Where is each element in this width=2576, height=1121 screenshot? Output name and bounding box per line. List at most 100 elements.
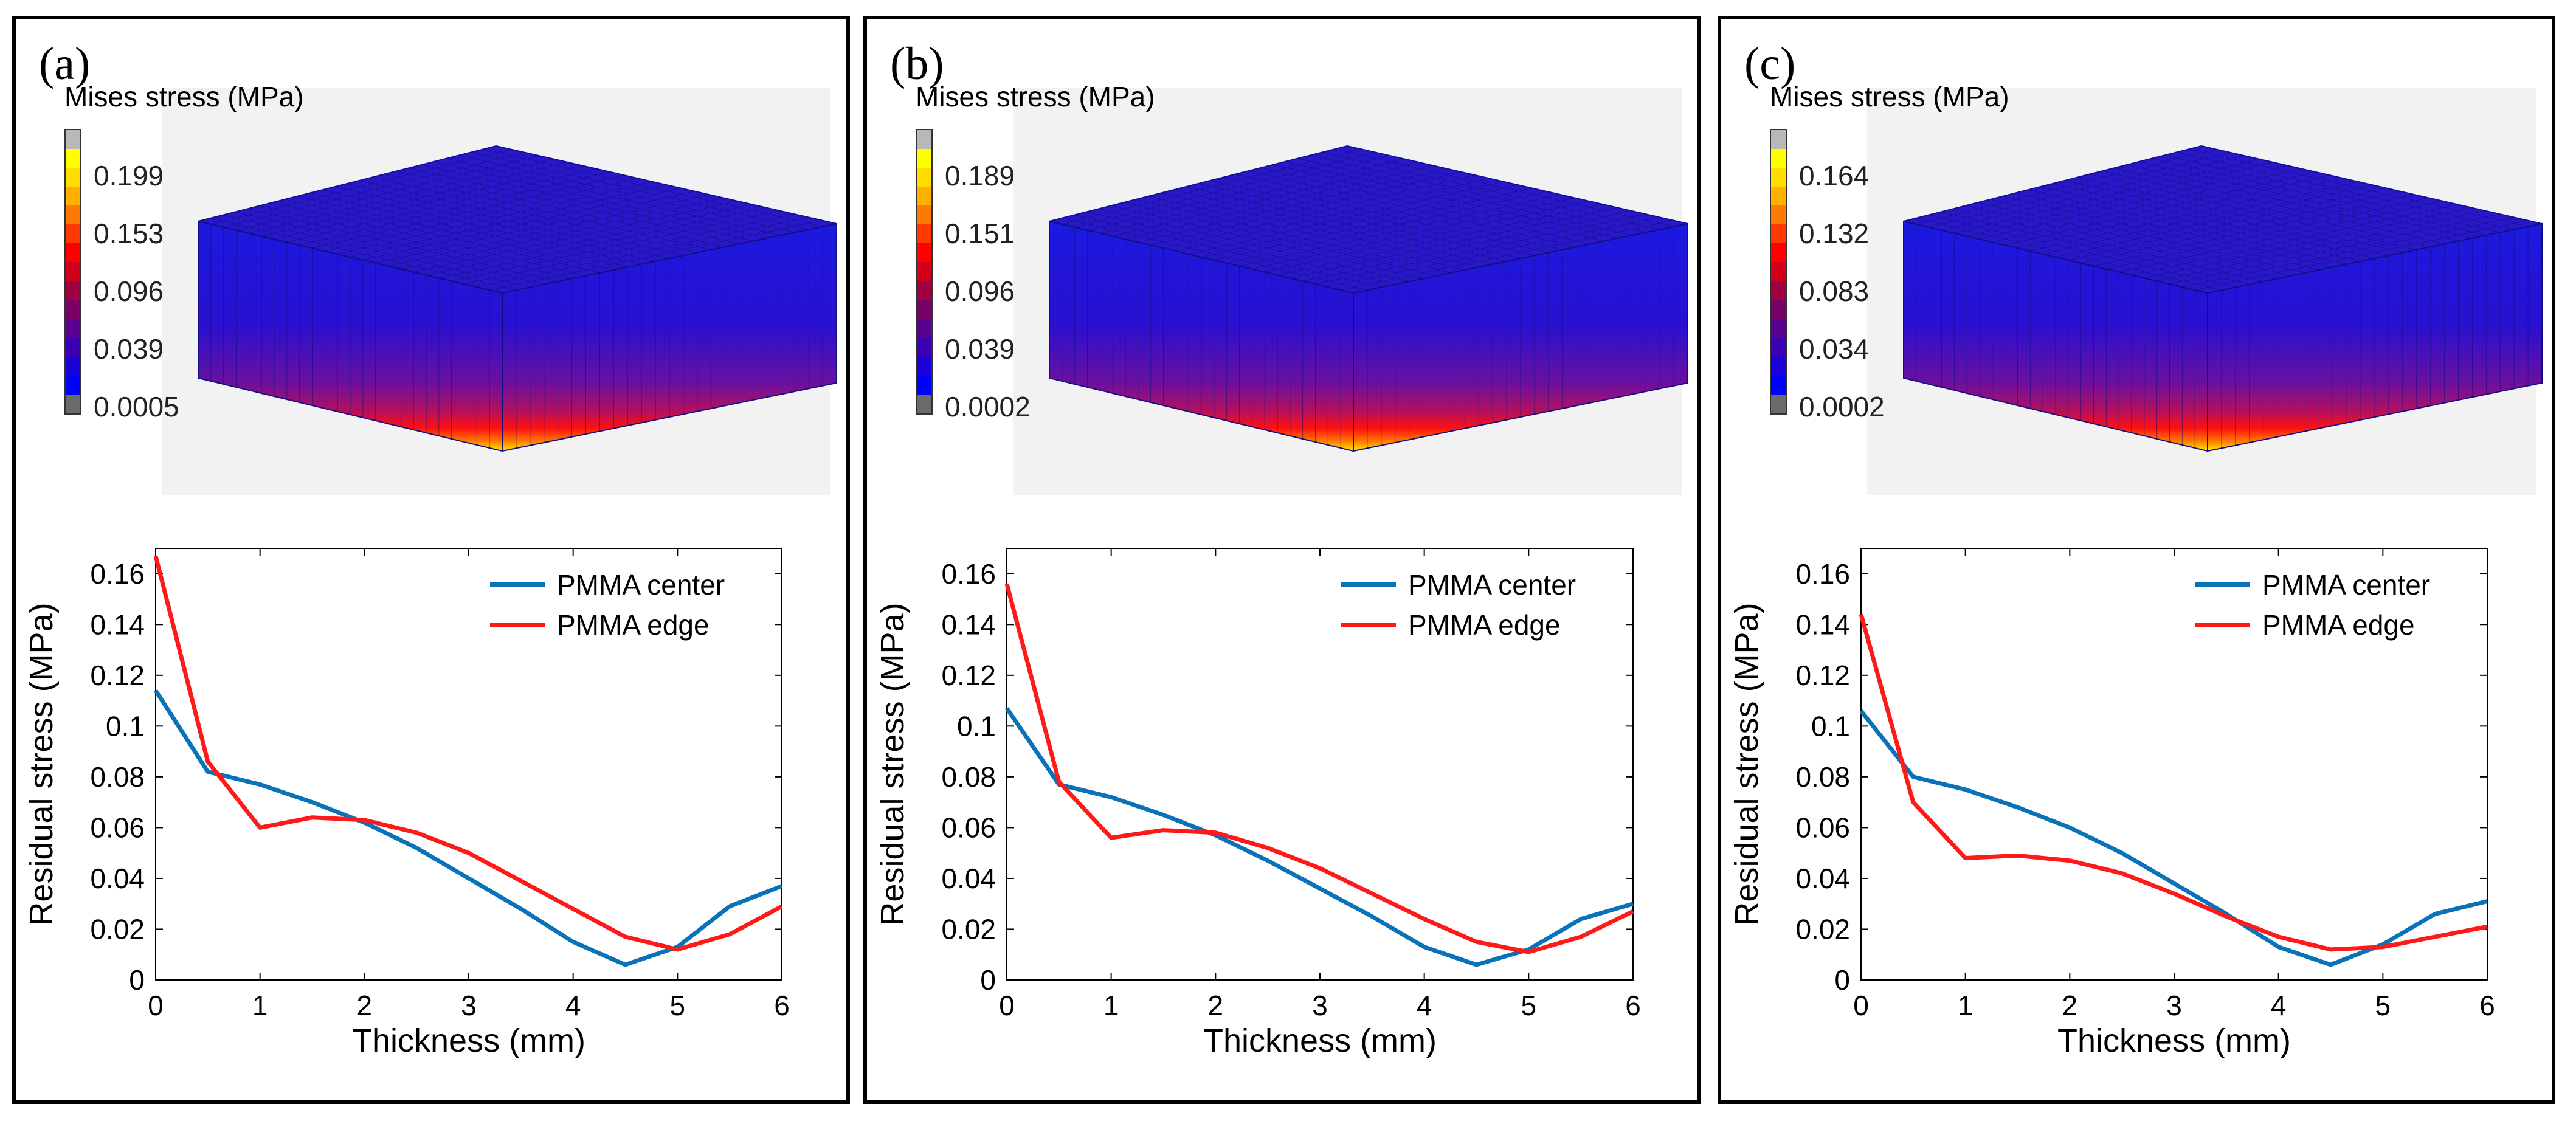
colorbar-segment	[1771, 300, 1786, 319]
y-tick-label: 0.08	[941, 761, 996, 793]
x-tick-label: 3	[2166, 990, 2182, 1021]
x-tick-label: 4	[1417, 990, 1432, 1021]
residual-stress-chart: 0 1 2 3 4 5 6 0 0.02 0.04 0.06 0.08 0.1 0.12 0.14 0.16 T…	[23, 548, 790, 1059]
x-tick-label: 4	[2271, 990, 2287, 1021]
colorbar-segment	[66, 262, 80, 281]
colorbar-tick-label: 0.096	[945, 275, 1015, 307]
x-tick-label: 6	[774, 990, 790, 1021]
colorbar-tick-label: 0.083	[1799, 275, 1870, 307]
colorbar-tick-label: 0.189	[945, 160, 1015, 191]
x-axis-label: Thickness (mm)	[1203, 1023, 1437, 1059]
colorbar-segment	[1771, 394, 1786, 413]
colorbar-segment	[1771, 149, 1786, 168]
legend-label: PMMA center	[2262, 569, 2430, 601]
y-tick-label: 0.1	[1811, 710, 1850, 742]
series-line-pmma-center	[1005, 707, 1634, 967]
colorbar-tick-label: 0.164	[1799, 160, 1870, 191]
colorbar-title: Mises stress (MPa)	[64, 81, 304, 112]
colorbar-tick-label: 0.039	[94, 333, 164, 365]
colorbar-tick-label: 0.153	[94, 218, 164, 249]
y-axis-label: Residual stress (MPa)	[23, 602, 60, 925]
colorbar-segment	[66, 149, 80, 168]
colorbar-segment	[66, 187, 80, 206]
colorbar-segment	[917, 337, 931, 357]
x-tick-label: 0	[148, 990, 164, 1021]
colorbar-title: Mises stress (MPa)	[916, 81, 1155, 112]
colorbar-title: Mises stress (MPa)	[1770, 81, 2009, 112]
legend-label: PMMA center	[1408, 569, 1576, 601]
colorbar-segment	[917, 356, 931, 376]
colorbar-segment	[917, 168, 931, 187]
colorbar-segment	[66, 356, 80, 376]
colorbar-segment	[917, 319, 931, 338]
residual-stress-chart: 0 1 2 3 4 5 6 0 0.02 0.04 0.06 0.08 0.1 0.12 0.14 0.16 T…	[874, 548, 1641, 1059]
y-tick-label: 0.12	[941, 660, 996, 691]
y-tick-label: 0.16	[90, 558, 145, 590]
y-tick-label: 0.08	[1795, 761, 1850, 793]
y-tick-label: 0.12	[90, 660, 145, 691]
colorbar-segment	[66, 375, 80, 395]
panel-c: (c) Mises stress (MPa) 0.164 0.132 0.083…	[1718, 16, 2555, 1104]
colorbar-segment	[917, 262, 931, 281]
x-tick-label: 1	[1958, 990, 1973, 1021]
panel-label: (c)	[1744, 38, 1796, 89]
block-mesh	[1916, 148, 2529, 450]
x-axis-label: Thickness (mm)	[352, 1023, 585, 1059]
y-tick-label: 0.1	[957, 710, 996, 742]
series-line-pmma-center	[154, 689, 783, 967]
y-tick-label: 0.02	[1795, 913, 1850, 945]
colorbar-segment	[1771, 337, 1786, 357]
block-mesh	[210, 148, 823, 450]
y-tick-label: 0	[980, 964, 996, 996]
colorbar-segment	[917, 281, 931, 300]
y-tick-label: 0.1	[106, 710, 145, 742]
x-tick-label: 0	[1853, 990, 1869, 1021]
y-tick-label: 0.08	[90, 761, 145, 793]
colorbar-segment	[1771, 262, 1786, 281]
colorbar-segment	[1771, 224, 1786, 244]
colorbar	[1770, 129, 1787, 415]
colorbar	[64, 129, 81, 415]
colorbar-segment	[66, 243, 80, 263]
x-tick-label: 4	[565, 990, 581, 1021]
colorbar-tick-label: 0.039	[945, 333, 1015, 365]
colorbar-segment	[1771, 187, 1786, 206]
legend-label: PMMA edge	[557, 609, 710, 641]
panel-b: (b) Mises stress (MPa) 0.189 0.151 0.096…	[863, 16, 1701, 1104]
colorbar-segment	[917, 187, 931, 206]
colorbar-segment	[66, 281, 80, 300]
fem-block-model	[198, 145, 837, 452]
colorbar-segment	[1771, 130, 1786, 150]
x-tick-label: 5	[2375, 990, 2391, 1021]
y-tick-label: 0.16	[941, 558, 996, 590]
legend-label: PMMA center	[557, 569, 725, 601]
colorbar-segment	[1771, 243, 1786, 263]
x-tick-label: 2	[1208, 990, 1224, 1021]
colorbar-segment	[917, 243, 931, 263]
y-axis-label: Residual stress (MPa)	[1728, 602, 1765, 925]
colorbar-segment	[917, 205, 931, 225]
x-tick-label: 2	[2062, 990, 2078, 1021]
colorbar-tick-label: 0.0002	[945, 391, 1031, 423]
colorbar-segment	[1771, 375, 1786, 395]
x-tick-label: 3	[461, 990, 477, 1021]
panel-label: (a)	[39, 38, 91, 89]
colorbar-tick-label: 0.132	[1799, 218, 1870, 249]
residual-stress-chart: 0 1 2 3 4 5 6 0 0.02 0.04 0.06 0.08 0.1 0.12 0.14 0.16 T…	[1728, 548, 2495, 1059]
colorbar-segment	[917, 224, 931, 244]
colorbar-segment	[1771, 356, 1786, 376]
fem-block-model	[1903, 145, 2543, 452]
colorbar-segment	[1771, 281, 1786, 300]
colorbar-segment	[917, 300, 931, 319]
y-tick-label: 0.14	[941, 609, 996, 640]
colorbar-tick-label: 0.0002	[1799, 391, 1885, 423]
y-tick-label: 0.06	[90, 812, 145, 843]
x-tick-label: 3	[1312, 990, 1328, 1021]
y-tick-label: 0.02	[90, 913, 145, 945]
x-tick-label: 5	[1521, 990, 1537, 1021]
x-tick-label: 0	[999, 990, 1015, 1021]
legend-label: PMMA edge	[1408, 609, 1561, 641]
panel-label: (b)	[890, 38, 944, 89]
colorbar-segment	[1771, 168, 1786, 187]
legend-label: PMMA edge	[2262, 609, 2415, 641]
